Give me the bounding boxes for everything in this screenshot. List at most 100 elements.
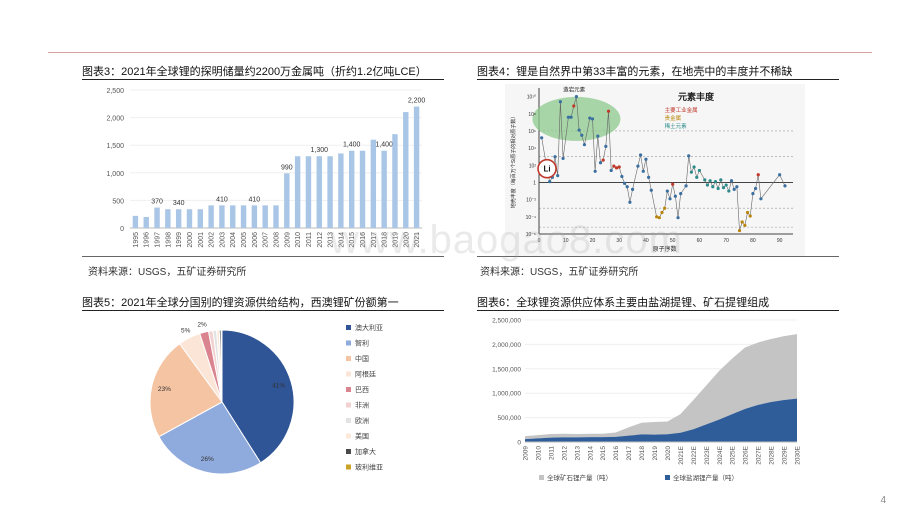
chart2-element-point — [737, 228, 742, 233]
chart2-element-point — [561, 156, 565, 161]
chart2-element-point — [679, 192, 683, 196]
chart2-element-point — [671, 182, 675, 186]
chart4-x-tick-label: 2026E — [743, 445, 750, 464]
chart3-slice — [220, 329, 223, 403]
chart4-x-tick-label: 2030E — [795, 445, 802, 464]
chart1-bar — [349, 150, 355, 228]
chart1-source: 资料来源：USGS，五矿证券研究所 — [88, 267, 247, 278]
chart2-element-point — [735, 185, 739, 189]
chart1-y-tick-label: 1,000 — [106, 171, 124, 178]
chart1-x-tick-label: 2016 — [360, 232, 367, 248]
chart3-legend-swatch — [346, 464, 351, 470]
chart2-y-axis-label: 地壳丰度（每百万个Si原子的相对原子数） — [510, 114, 517, 208]
chart2-element-point — [628, 200, 632, 204]
chart2-legend-item: 稀土元素 — [665, 122, 688, 130]
chart2-source: 资料来源：USGS，五矿证券研究所 — [480, 267, 639, 278]
chart2-element-point — [689, 170, 693, 174]
chart3-legend-label: 欧洲 — [355, 416, 369, 425]
chart1-data-label: 410 — [249, 196, 261, 203]
chart2-element-point — [580, 133, 584, 137]
chart2-y-tick-label: 10² — [529, 163, 537, 169]
chart4-x-tick-label: 2011 — [548, 446, 555, 460]
chart4-y-tick-label: 0 — [517, 440, 521, 447]
chart2-element-point — [727, 189, 731, 193]
chart1-x-tick-label: 2006 — [252, 232, 259, 248]
chart1-y-tick-label: 1,500 — [106, 143, 124, 150]
chart1-x-tick-label: 2008 — [274, 232, 281, 248]
chart2-element-point — [703, 178, 707, 182]
chart3-legend-label: 澳大利亚 — [355, 323, 383, 332]
chart2-lithium-highlight — [537, 158, 557, 179]
chart2-y-tick-label: 1 — [533, 180, 536, 186]
chart2-element-point — [596, 134, 600, 138]
chart4-x-tick-label: 2018 — [639, 446, 646, 461]
chart1-x-tick-label: 2012 — [317, 232, 324, 248]
chart3-legend-swatch — [346, 356, 351, 361]
chart1-bar — [230, 205, 236, 228]
chart3-legend-label: 玻利维亚 — [355, 463, 383, 472]
chart3-data-label: 41% — [272, 383, 285, 390]
chart1-x-tick-label: 2018 — [382, 232, 389, 248]
chart2-element-point — [724, 183, 728, 187]
chart2-element-point — [609, 168, 613, 173]
chart1-bar — [359, 150, 366, 228]
chart1-bar — [392, 134, 398, 228]
chart4-y-tick-label: 2,500,000 — [492, 318, 521, 325]
chart1-data-label: 1,400 — [375, 142, 393, 149]
chart2-legend-item: 贵金属 — [665, 114, 682, 122]
chart4-x-tick-label: 2028E — [769, 445, 776, 464]
chart2-element-point — [719, 178, 723, 182]
chart2-element-point — [705, 183, 710, 187]
chart1-x-tick-label: 2004 — [230, 232, 237, 248]
chart1-x-tick-label: 1995 — [133, 232, 140, 248]
chart1-bar — [294, 156, 301, 228]
chart3-data-label: 2% — [197, 322, 207, 329]
chart2-title-rule — [477, 79, 839, 80]
page-number: 4 — [880, 495, 886, 506]
chart4-title-rule — [477, 310, 839, 311]
chart2-element-point — [695, 175, 699, 179]
chart3-legend-label: 加拿大 — [355, 447, 376, 456]
watermark: www.baogao8.com — [330, 218, 683, 262]
chart2-x-tick-label: 0 — [538, 238, 541, 244]
chart1-x-tick-label: 2017 — [371, 232, 378, 248]
chart2-element-point — [751, 192, 755, 196]
chart4-x-tick-label: 2015 — [600, 446, 607, 461]
chart3-data-label: 26% — [201, 456, 214, 463]
chart2-element-point — [620, 174, 624, 179]
chart2-element-point — [684, 184, 688, 188]
chart2-element-point — [630, 187, 635, 191]
chart1-title: 图表3：2021年全球锂的探明储量约2200万金属吨（折约1.2亿吨LCE） — [82, 66, 427, 78]
chart1-x-tick-label: 2014 — [338, 232, 345, 248]
chart1-data-label: 990 — [281, 164, 293, 171]
chart2-x-tick-label: 80 — [750, 238, 756, 244]
chart2-element-point — [598, 161, 603, 165]
chart1-x-tick-label: 2007 — [263, 232, 270, 248]
chart2-title: 图表4：锂是自然界中第33丰富的元素，在地壳中的丰度并不稀缺 — [477, 66, 793, 78]
chart3-legend-label: 巴西 — [355, 386, 369, 394]
chart2-element-point — [729, 179, 734, 183]
chart2-element-point — [647, 175, 651, 179]
chart2-element-point — [660, 210, 664, 215]
chart1-x-tick-label: 2013 — [328, 232, 335, 248]
chart3-legend-swatch — [346, 402, 351, 408]
chart2-element-point — [663, 206, 667, 210]
chart2-y-tick-label: 10⁶ — [528, 129, 536, 135]
chart2-element-point — [743, 223, 747, 228]
chart1-x-tick-label: 2002 — [209, 232, 216, 248]
chart4-area-chart: 0 500,000 1,000,000 1,500,000 2,000,000 2,500… — [492, 318, 802, 483]
chart2-element-point — [655, 215, 659, 219]
top-divider — [48, 52, 872, 53]
chart2-element-point — [668, 197, 672, 201]
chart1-data-label: 340 — [173, 200, 185, 207]
chart2-element-point — [582, 143, 587, 147]
chart3-legend-swatch — [346, 340, 351, 346]
chart3-legend-label: 非洲 — [355, 401, 369, 410]
chart1-x-tick-label: 2001 — [198, 232, 205, 248]
chart2-element-point — [601, 158, 605, 162]
chart3-legend-swatch — [346, 325, 351, 330]
chart1-bar — [132, 215, 139, 228]
chart4-x-tick-label: 2024E — [717, 445, 724, 464]
chart2-element-point — [588, 116, 592, 120]
chart2-element-point — [756, 173, 760, 177]
